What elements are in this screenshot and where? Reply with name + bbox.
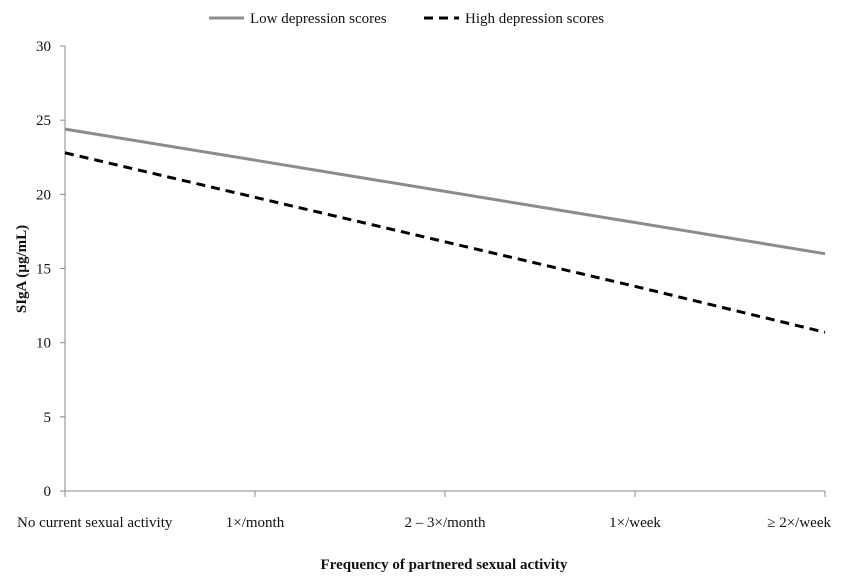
x-axis-title: Frequency of partnered sexual activity [321, 557, 568, 573]
x-tick-label: 1×/week [609, 515, 661, 531]
series-layer [64, 127, 826, 334]
x-tick-label: 2 – 3×/month [405, 515, 486, 531]
series-line-low [64, 127, 826, 256]
legend-label: Low depression scores [250, 11, 387, 27]
x-tick-label: 1×/month [226, 515, 285, 531]
y-axis: 0 5 10 15 20 25 30 [36, 39, 66, 500]
x-tick-label: No current sexual activity [17, 515, 173, 531]
y-tick-label: 10 [36, 336, 51, 352]
y-axis-title: SIgA (µg/mL) [14, 225, 30, 313]
y-tick-label: 5 [44, 410, 52, 426]
y-tick-label: 0 [44, 484, 52, 500]
y-tick-label: 25 [36, 113, 51, 129]
y-tick-label: 15 [36, 262, 51, 278]
series-line-high [64, 151, 826, 334]
legend: Low depression scores High depression sco… [209, 11, 604, 27]
x-tick-label: ≥ 2×/week [767, 515, 831, 531]
y-tick-label: 20 [36, 187, 51, 203]
y-tick-label: 30 [36, 39, 51, 55]
legend-label: High depression scores [465, 11, 604, 27]
x-axis: No current sexual activity 1×/month 2 – 3×… [17, 490, 831, 531]
